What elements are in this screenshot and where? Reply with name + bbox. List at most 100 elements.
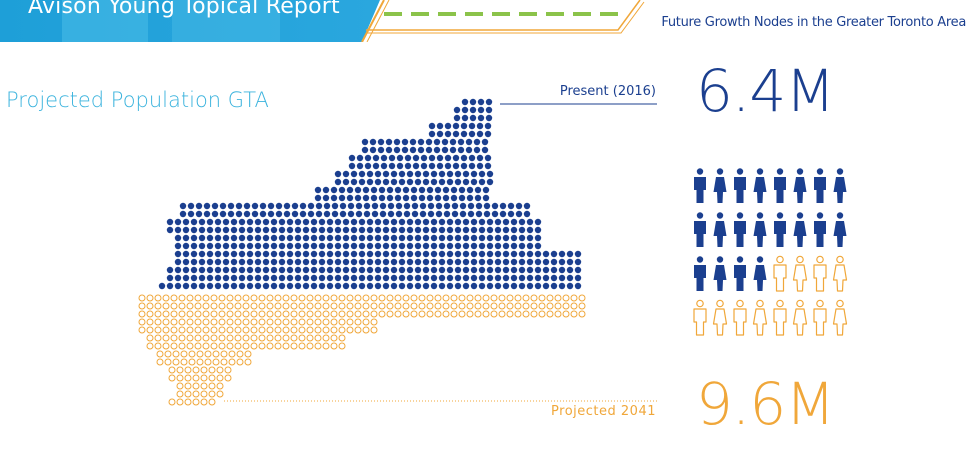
- population-dot: [366, 170, 374, 178]
- projected-dot: [338, 310, 346, 318]
- population-dot: [377, 138, 385, 146]
- population-dot: [442, 186, 450, 194]
- population-dot: [334, 282, 342, 290]
- population-dot: [251, 202, 259, 210]
- projected-dot: [176, 390, 184, 398]
- projected-dot: [570, 310, 578, 318]
- population-dot: [238, 258, 246, 266]
- population-dot: [446, 234, 454, 242]
- population-dot: [235, 210, 243, 218]
- population-dot: [283, 202, 291, 210]
- population-dot: [318, 274, 326, 282]
- population-dot: [454, 178, 462, 186]
- population-dot: [418, 186, 426, 194]
- population-dot: [283, 210, 291, 218]
- population-dot: [406, 170, 414, 178]
- population-dot: [398, 226, 406, 234]
- population-dot: [478, 266, 486, 274]
- population-dot: [366, 274, 374, 282]
- projected-dot: [306, 342, 314, 350]
- population-dot: [270, 226, 278, 234]
- population-dot: [523, 210, 531, 218]
- population-dot: [422, 250, 430, 258]
- population-dot: [433, 146, 441, 154]
- population-dot: [379, 210, 387, 218]
- person-icon: [753, 212, 767, 247]
- projected-dot: [186, 302, 194, 310]
- population-dot: [402, 194, 410, 202]
- population-dot: [510, 242, 518, 250]
- population-dot: [409, 146, 417, 154]
- projected-dot: [234, 342, 242, 350]
- projected-dot: [234, 318, 242, 326]
- population-dot: [460, 154, 468, 162]
- population-dot: [386, 186, 394, 194]
- population-dot: [190, 266, 198, 274]
- population-dot: [462, 226, 470, 234]
- population-dot: [444, 130, 452, 138]
- projected-dot: [522, 302, 530, 310]
- projected-dot: [210, 342, 218, 350]
- projected-dot: [258, 318, 266, 326]
- population-dot: [246, 266, 254, 274]
- population-dot: [467, 202, 475, 210]
- population-dot: [462, 242, 470, 250]
- population-dot: [385, 138, 393, 146]
- population-dot: [486, 258, 494, 266]
- population-dot: [486, 218, 494, 226]
- projected-dot: [274, 294, 282, 302]
- population-dot: [427, 202, 435, 210]
- person-icon: [734, 168, 746, 203]
- population-dot: [390, 250, 398, 258]
- population-dot: [214, 258, 222, 266]
- population-dot: [286, 226, 294, 234]
- person-icon: [694, 168, 706, 203]
- population-dot: [404, 154, 412, 162]
- population-dot: [358, 178, 366, 186]
- population-dot: [534, 242, 542, 250]
- population-dot: [446, 170, 454, 178]
- population-dot: [198, 250, 206, 258]
- projected-dot: [242, 334, 250, 342]
- population-dot: [398, 274, 406, 282]
- projected-dot: [314, 294, 322, 302]
- population-dot: [348, 154, 356, 162]
- population-dot: [420, 162, 428, 170]
- population-dot: [465, 138, 473, 146]
- person-icon: [774, 212, 786, 247]
- population-dot: [499, 210, 507, 218]
- population-dot: [314, 186, 322, 194]
- population-dot: [428, 154, 436, 162]
- population-dot: [446, 266, 454, 274]
- population-dot: [222, 282, 230, 290]
- population-dot: [222, 242, 230, 250]
- population-dot: [310, 218, 318, 226]
- projected-dot: [250, 326, 258, 334]
- projected-dot: [466, 294, 474, 302]
- population-dot: [366, 226, 374, 234]
- population-dot: [393, 146, 401, 154]
- population-dot: [342, 274, 350, 282]
- person-icon: [832, 255, 848, 292]
- population-dot: [414, 282, 422, 290]
- projected-dot: [218, 326, 226, 334]
- population-dot: [286, 234, 294, 242]
- population-dot: [486, 170, 494, 178]
- population-dot: [462, 274, 470, 282]
- projected-dot: [162, 318, 170, 326]
- population-dot: [350, 218, 358, 226]
- population-dot: [347, 210, 355, 218]
- projected-dot: [162, 302, 170, 310]
- population-dot: [454, 218, 462, 226]
- projected-dot: [178, 310, 186, 318]
- population-dot: [422, 218, 430, 226]
- population-dot: [394, 194, 402, 202]
- population-dot: [238, 218, 246, 226]
- projected-dot: [146, 318, 154, 326]
- person-icon: [712, 299, 728, 336]
- population-dot: [542, 250, 550, 258]
- population-dot: [390, 234, 398, 242]
- projected-dot: [168, 366, 176, 374]
- projected-dot: [282, 334, 290, 342]
- population-dot: [502, 282, 510, 290]
